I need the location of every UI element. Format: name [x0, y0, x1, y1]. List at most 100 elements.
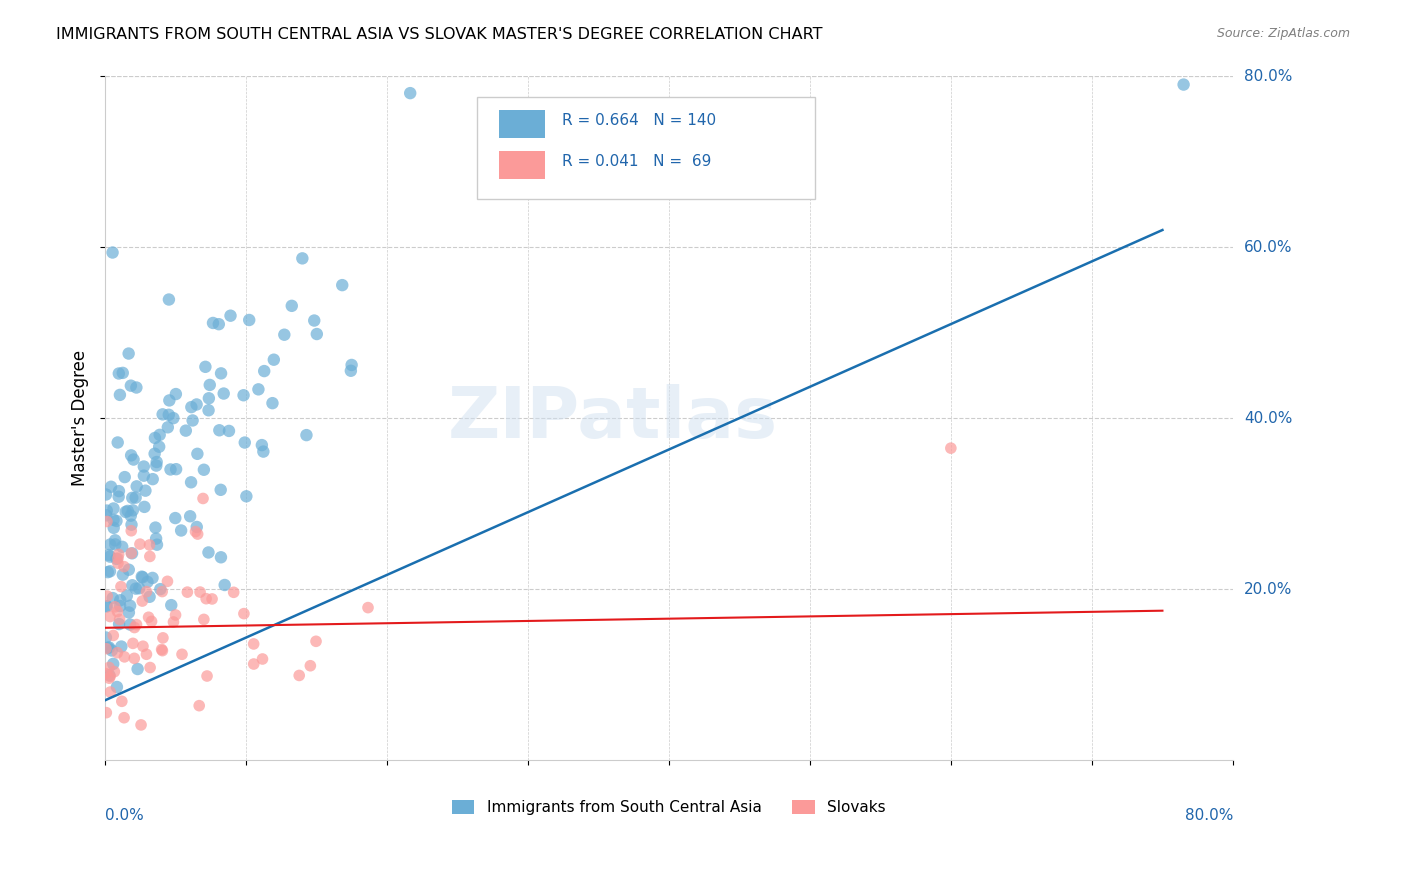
Point	[156, 574, 179, 589]
Point	[170, 648, 193, 662]
Point	[94, 666, 117, 681]
FancyBboxPatch shape	[499, 152, 544, 178]
Legend: Immigrants from South Central Asia, Slovaks: Immigrants from South Central Asia, Slov…	[446, 794, 891, 822]
Point	[253, 364, 276, 378]
Point	[273, 327, 295, 342]
Point	[170, 524, 193, 538]
Y-axis label: Master's Degree: Master's Degree	[72, 351, 89, 486]
Point	[118, 563, 141, 577]
Point	[122, 636, 145, 650]
Point	[96, 515, 118, 529]
Point	[180, 475, 202, 490]
Point	[238, 313, 260, 327]
Point	[939, 441, 962, 455]
Point	[98, 671, 121, 685]
Point	[247, 382, 270, 396]
Point	[114, 649, 136, 664]
Point	[134, 500, 156, 514]
Point	[103, 657, 125, 671]
Point	[120, 599, 142, 613]
Point	[295, 428, 318, 442]
Point	[132, 459, 155, 474]
Point	[159, 462, 181, 476]
Point	[120, 524, 142, 538]
Point	[121, 578, 143, 592]
Point	[103, 501, 125, 516]
Point	[218, 424, 240, 438]
Point	[191, 491, 214, 506]
Text: R = 0.041   N =  69: R = 0.041 N = 69	[561, 154, 711, 169]
Point	[150, 584, 173, 599]
Point	[105, 646, 128, 660]
Point	[104, 533, 127, 548]
Point	[330, 278, 353, 293]
Point	[242, 637, 264, 651]
Point	[98, 564, 121, 578]
Point	[152, 408, 174, 422]
Point	[150, 642, 173, 657]
Text: 80.0%: 80.0%	[1244, 69, 1292, 84]
Text: ZIPatlas: ZIPatlas	[447, 384, 778, 453]
Point	[162, 411, 184, 425]
Point	[141, 615, 163, 629]
Point	[142, 472, 165, 486]
Point	[146, 538, 169, 552]
Point	[1173, 78, 1195, 92]
Point	[94, 487, 117, 501]
Point	[281, 299, 304, 313]
Point	[120, 617, 142, 632]
Point	[101, 591, 124, 605]
Text: 40.0%: 40.0%	[1244, 410, 1292, 425]
Point	[98, 549, 121, 564]
Point	[157, 293, 180, 307]
Point	[101, 245, 124, 260]
Point	[96, 599, 118, 614]
Point	[121, 546, 143, 560]
Point	[108, 388, 131, 402]
Text: 60.0%: 60.0%	[1244, 240, 1292, 254]
Point	[136, 574, 159, 589]
Point	[138, 610, 160, 624]
Text: 20.0%: 20.0%	[1244, 582, 1292, 597]
Point	[105, 680, 128, 694]
FancyBboxPatch shape	[499, 111, 544, 137]
Point	[165, 387, 187, 401]
Point	[94, 631, 117, 645]
Point	[107, 605, 129, 619]
Point	[114, 505, 136, 519]
Point	[252, 444, 274, 458]
Point	[107, 551, 129, 566]
Point	[252, 652, 274, 666]
Point	[118, 606, 141, 620]
Point	[180, 400, 202, 414]
Point	[103, 665, 125, 679]
Point	[219, 309, 242, 323]
Point	[107, 556, 129, 570]
FancyBboxPatch shape	[477, 96, 815, 199]
Point	[145, 520, 167, 534]
Point	[195, 669, 218, 683]
Point	[143, 431, 166, 445]
Point	[357, 600, 380, 615]
Point	[399, 86, 422, 100]
Point	[124, 491, 146, 505]
Point	[114, 470, 136, 484]
Point	[214, 578, 236, 592]
Point	[157, 408, 180, 422]
Point	[198, 378, 221, 392]
Point	[105, 552, 128, 566]
Point	[145, 532, 167, 546]
Point	[184, 524, 207, 539]
Point	[100, 480, 122, 494]
Point	[103, 513, 125, 527]
Point	[187, 527, 209, 541]
Point	[98, 609, 121, 624]
Point	[94, 641, 117, 656]
Point	[120, 378, 142, 392]
Point	[97, 565, 120, 579]
Point	[143, 447, 166, 461]
Point	[121, 503, 143, 517]
Point	[125, 617, 148, 632]
Point	[108, 612, 131, 626]
Text: R = 0.664   N = 140: R = 0.664 N = 140	[561, 113, 716, 128]
